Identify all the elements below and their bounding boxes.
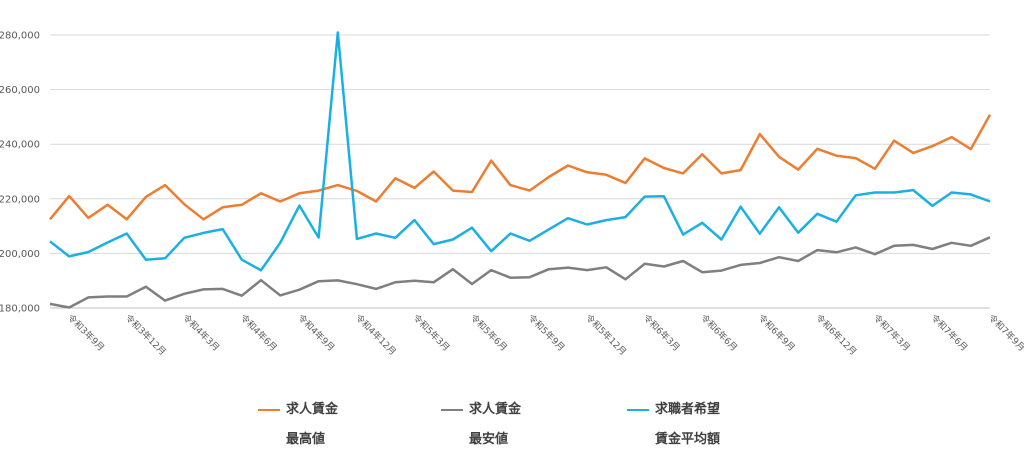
x-tick-label: 令和6年9月 [756,312,798,354]
y-axis-ticks: 180,000 200,000 220,000 240,000 260,000 280,0… [0,31,40,315]
series-line-seeker-wage [49,31,991,272]
x-tick-label: 令和6年12月 [813,312,859,358]
x-tick-label: 令和4年6月 [238,312,280,354]
x-tick-label: 令和5年3月 [410,312,452,354]
series-lines [49,31,992,309]
legend-label-min-wage-2: 最安値 [469,432,509,447]
x-tick-label: 令和7年3月 [871,312,913,354]
x-axis-ticks: 令和3年9月 令和3年12月 令和4年3月 令和4年6月 令和4年9月 令和4年12月 令和… [65,312,1024,358]
y-tick-label: 200,000 [0,249,40,260]
legend-label-max-wage-1: 求人賃金 [286,402,339,417]
legend-label-max-wage-2: 最高値 [286,432,326,447]
y-tick-label: 240,000 [0,140,40,151]
legend-item-seeker-wage: 求職者希望 賃金平均額 [627,398,720,447]
legend-swatch-seeker-wage [627,408,649,411]
legend-label-seeker-wage-1: 求職者希望 [655,402,721,417]
x-tick-label: 令和7年9月 [986,312,1024,354]
legend-item-min-wage: 求人賃金 最安値 [441,398,521,447]
x-tick-label: 令和6年3月 [641,312,683,354]
x-tick-label: 令和5年12月 [583,312,629,358]
series-line-max-wage [49,114,992,221]
legend-swatch-min-wage [441,408,463,411]
gridlines [50,34,990,254]
x-tick-label: 令和4年9月 [295,312,337,354]
x-tick-label: 令和5年6月 [468,312,510,354]
x-tick-label: 令和5年9月 [525,312,567,354]
y-tick-label: 260,000 [0,85,40,96]
legend-swatch-max-wage [258,408,280,411]
x-tick-label: 令和4年12月 [353,312,399,358]
legend-label-min-wage-1: 求人賃金 [469,402,522,417]
y-tick-label: 280,000 [0,31,40,42]
x-tick-label: 令和3年12月 [123,312,169,358]
x-tick-label: 令和4年3月 [180,312,222,354]
y-tick-label: 180,000 [0,304,40,315]
legend-item-max-wage: 求人賃金 最高値 [258,398,338,447]
series-line-min-wage [49,236,991,309]
y-tick-label: 220,000 [0,194,40,205]
x-tick-label: 令和7年6月 [928,312,970,354]
x-tick-label: 令和6年6月 [698,312,740,354]
legend-label-seeker-wage-2: 賃金平均額 [655,432,721,447]
x-tick-label: 令和3年9月 [65,312,107,354]
